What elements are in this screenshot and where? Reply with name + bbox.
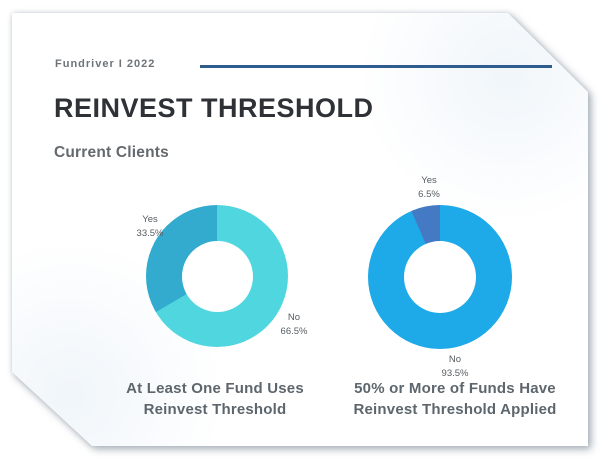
left-chart-yes-name: Yes <box>142 214 158 225</box>
right-chart-caption: 50% or More of Funds Have Reinvest Thres… <box>340 378 570 420</box>
right-chart-no-name: No <box>448 354 462 365</box>
right-chart-caption-line2: Reinvest Threshold Applied <box>353 401 557 418</box>
right-chart-no-value: 93.5% <box>441 367 469 379</box>
left-chart-caption-line1: At Least One Fund Uses <box>126 380 304 397</box>
slide-shadow: Fundriver I 2022 REINVEST THRESHOLD Curr… <box>12 13 588 446</box>
right-chart-yes-value: 6.5% <box>418 188 440 200</box>
donut-chart-left <box>146 205 288 347</box>
left-chart-caption-line2: Reinvest Threshold <box>143 401 287 418</box>
left-chart-yes-value: 33.5% <box>136 227 164 239</box>
left-chart-no-label: No 66.5% <box>264 311 324 339</box>
left-chart-caption: At Least One Fund Uses Reinvest Threshol… <box>104 378 326 420</box>
accent-line <box>200 65 552 68</box>
page-title: REINVEST THRESHOLD <box>54 93 374 123</box>
left-chart-no-name: No <box>287 312 301 323</box>
right-chart-yes-name: Yes <box>421 175 437 186</box>
donut-chart-right <box>368 205 512 349</box>
left-chart-yes-label: Yes 33.5% <box>120 213 180 241</box>
page-subtitle: Current Clients <box>54 144 169 161</box>
brand-text: Fundriver I 2022 <box>55 58 156 70</box>
right-chart-yes-label: Yes 6.5% <box>399 174 459 202</box>
left-chart-no-value: 66.5% <box>280 325 308 337</box>
right-chart-no-label: No 93.5% <box>425 353 485 381</box>
slide: Fundriver I 2022 REINVEST THRESHOLD Curr… <box>12 13 588 446</box>
right-chart-caption-line1: 50% or More of Funds Have <box>354 380 556 397</box>
